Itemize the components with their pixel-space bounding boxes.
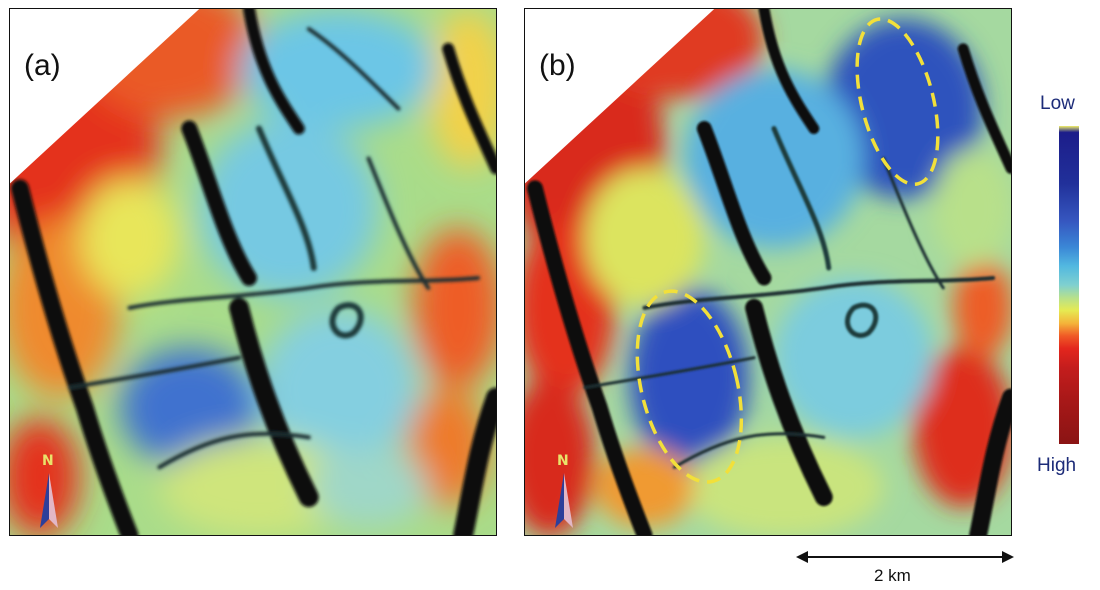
seismic-map-panel-b: (b) N (524, 8, 1012, 536)
north-label: N (42, 453, 54, 469)
attribute-map-a (10, 9, 496, 535)
colorbar-high-label: High (1037, 455, 1077, 476)
north-arrow-icon: N (553, 453, 575, 533)
scale-label: 2 km (874, 566, 911, 585)
colorbar-low-label: Low (1040, 93, 1075, 114)
seismic-map-panel-a: (a) N (9, 8, 497, 536)
colorbar (1059, 126, 1079, 444)
scale-bar (796, 551, 1014, 563)
panel-a-label: (a) (24, 49, 61, 82)
north-label: N (557, 453, 569, 469)
north-arrow-icon: N (38, 453, 60, 533)
attribute-map-b (525, 9, 1011, 535)
highlight-ellipse-south (635, 289, 744, 484)
panel-b-label: (b) (539, 49, 576, 82)
